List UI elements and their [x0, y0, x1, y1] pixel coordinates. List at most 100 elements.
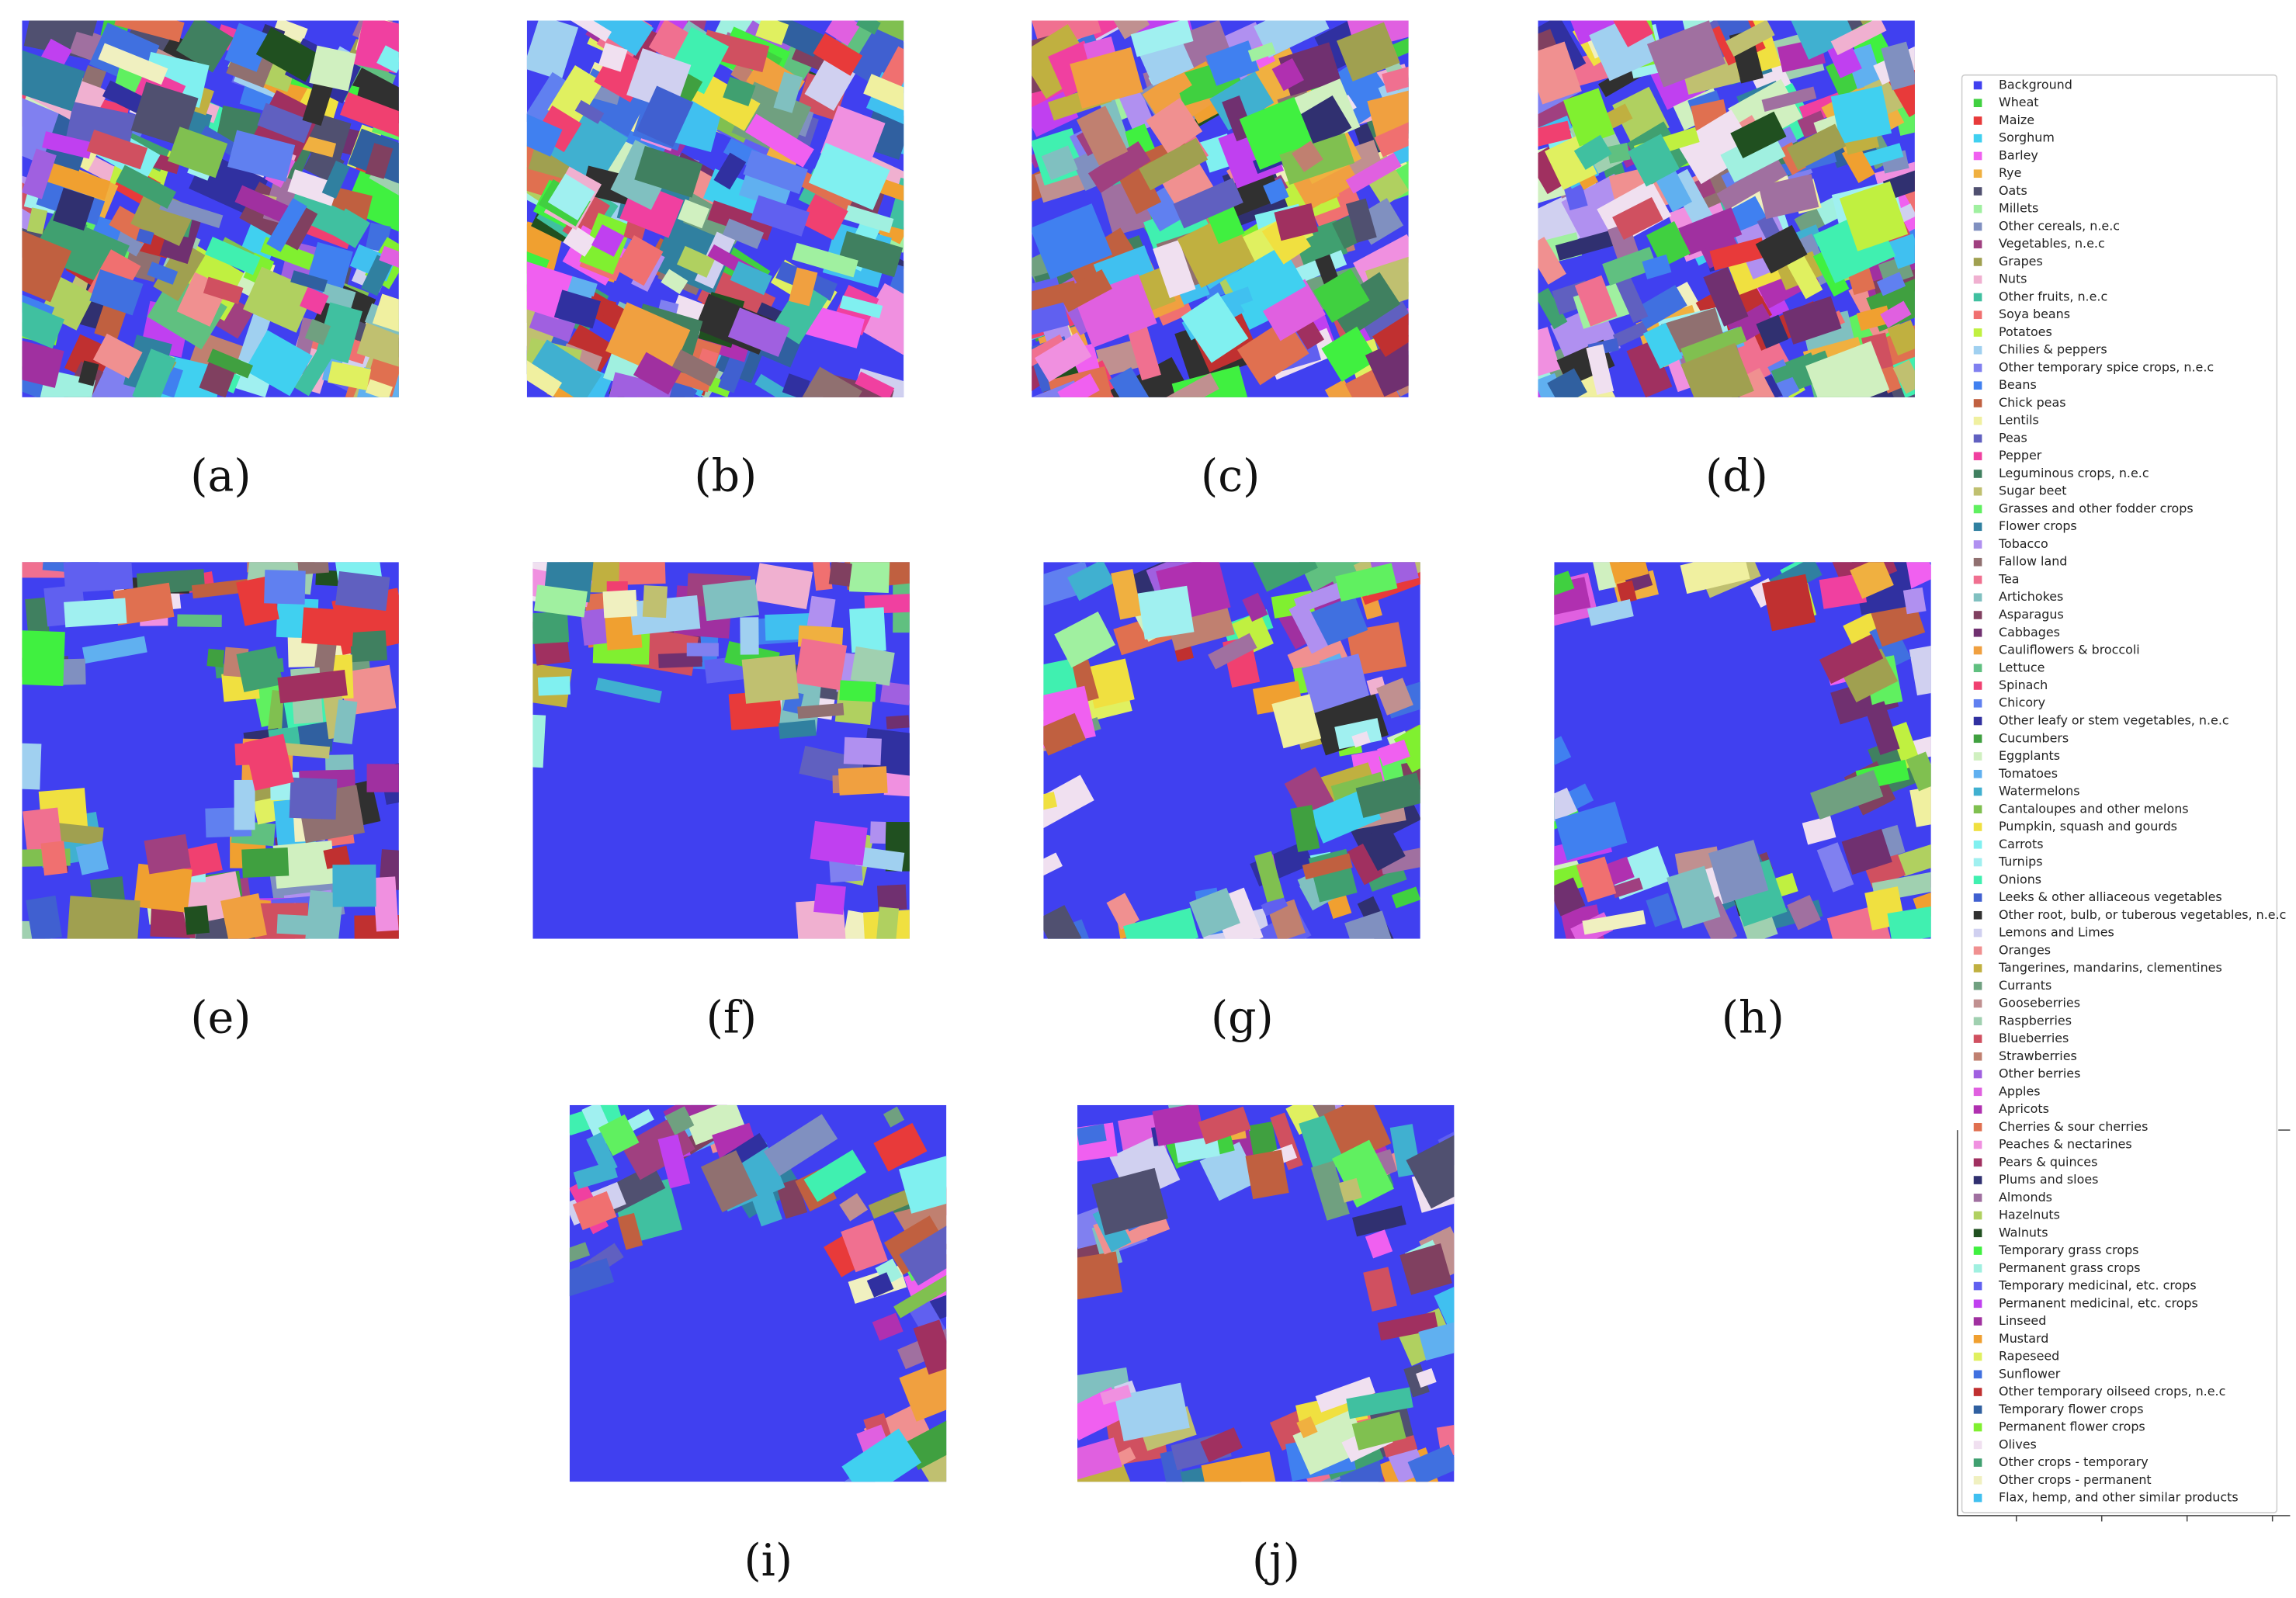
field	[755, 20, 789, 46]
field	[245, 330, 313, 397]
field	[1830, 20, 1887, 56]
field	[1259, 279, 1326, 341]
field	[1363, 1267, 1397, 1312]
field	[1106, 893, 1140, 931]
legend-swatch	[1973, 646, 1982, 655]
field	[526, 20, 578, 81]
field	[1198, 1106, 1251, 1145]
field	[1416, 1367, 1437, 1388]
field	[1902, 587, 1927, 615]
field	[1032, 280, 1079, 312]
legend-swatch	[1973, 681, 1982, 690]
field	[849, 607, 886, 653]
legend-swatch	[1973, 1017, 1982, 1026]
field	[773, 71, 803, 113]
field	[132, 348, 176, 397]
field	[324, 754, 354, 771]
field	[1538, 327, 1561, 380]
field	[1382, 61, 1409, 93]
panel-label: (j)	[1252, 1535, 1300, 1586]
legend-label: Currants	[1999, 978, 2051, 993]
legend-label: Other leafy or stem vegetables, n.e.c	[1999, 713, 2229, 728]
field	[224, 23, 272, 72]
field	[1880, 300, 1912, 328]
field	[839, 1193, 869, 1222]
legend-swatch	[1973, 840, 1982, 849]
field	[1043, 775, 1094, 830]
field	[1615, 276, 1649, 324]
legend-label: Watermelons	[1999, 784, 2080, 799]
legend-label: Oranges	[1999, 942, 2051, 957]
field	[175, 20, 234, 73]
legend-label: Background	[1999, 77, 2072, 92]
field	[1680, 326, 1747, 364]
field	[42, 131, 93, 159]
field	[66, 896, 140, 939]
field	[1156, 373, 1219, 397]
field	[26, 895, 63, 939]
field	[893, 1271, 947, 1319]
legend-swatch	[1973, 328, 1982, 337]
field	[1332, 215, 1361, 249]
field	[797, 702, 845, 719]
field	[1771, 350, 1830, 383]
field	[740, 617, 759, 655]
field	[1611, 877, 1643, 899]
field	[1254, 20, 1330, 58]
legend-label: Artichokes	[1999, 589, 2063, 604]
field	[1296, 1416, 1318, 1439]
field	[1035, 332, 1092, 383]
field	[1367, 85, 1409, 140]
field	[782, 373, 810, 397]
legend-swatch	[1973, 769, 1982, 778]
panel-label: (c)	[1201, 451, 1260, 502]
field	[257, 102, 313, 144]
legend-swatch	[1973, 345, 1982, 355]
legend-label: Tangerines, mandarins, clementines	[1998, 960, 2222, 975]
field	[569, 1257, 615, 1302]
legend-swatch	[1973, 1493, 1982, 1503]
field	[1057, 373, 1100, 397]
legend-label: Soya beans	[1999, 307, 2070, 321]
field	[1616, 580, 1637, 604]
legend-swatch	[1973, 1035, 1982, 1043]
field	[1761, 86, 1817, 113]
legend-label: Rye	[1999, 165, 2021, 180]
field	[1205, 40, 1260, 86]
field	[1554, 570, 1575, 596]
field	[1393, 721, 1420, 773]
legend-label: Leguminous crops, n.e.c	[1999, 466, 2149, 480]
segmentation-map	[532, 562, 910, 939]
legend-label: Strawberries	[1999, 1049, 2077, 1063]
field	[869, 821, 886, 844]
field	[236, 646, 283, 692]
legend-label: Nuts	[1999, 272, 2027, 286]
field	[1680, 562, 1750, 594]
field	[792, 242, 858, 278]
field	[633, 352, 682, 395]
field	[244, 733, 294, 791]
field	[1816, 842, 1854, 893]
field	[872, 1312, 903, 1341]
field	[272, 840, 336, 889]
legend-swatch	[1973, 1440, 1982, 1450]
field	[1606, 20, 1654, 47]
field	[207, 348, 254, 379]
field	[839, 680, 876, 702]
field	[1554, 862, 1592, 900]
field	[1041, 145, 1078, 181]
field	[1344, 910, 1394, 939]
legend-swatch	[1973, 928, 1982, 938]
legend-swatch	[1973, 1211, 1982, 1220]
field	[1805, 341, 1890, 397]
legend-label: Rapeseed	[1999, 1349, 2059, 1364]
legend-label: Raspberries	[1999, 1013, 2072, 1028]
field	[598, 1114, 640, 1156]
field	[1418, 1319, 1455, 1361]
field	[841, 1428, 921, 1482]
legend-label: Sunflower	[1999, 1366, 2061, 1381]
field	[1174, 646, 1194, 662]
field	[1100, 1385, 1132, 1406]
field	[713, 152, 747, 190]
legend-swatch	[1973, 293, 1982, 302]
